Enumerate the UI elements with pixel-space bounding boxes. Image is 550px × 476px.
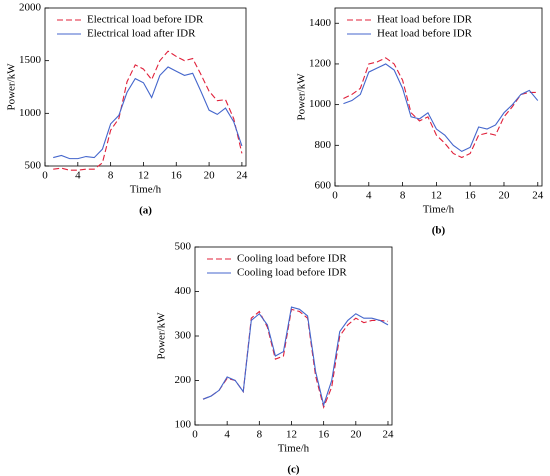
caption: (c) [287, 464, 300, 476]
x-tick-label: 16 [465, 190, 477, 202]
x-tick-label: 24 [382, 429, 394, 441]
series-line [202, 308, 389, 409]
y-tick-label: 200 [175, 374, 192, 386]
x-tick-label: 4 [366, 190, 372, 202]
x-axis-label: Time/h [423, 204, 455, 216]
y-tick-label: 600 [315, 180, 332, 192]
y-tick-label: 1400 [309, 17, 332, 29]
legend-label: Heat load before IDR [377, 14, 473, 26]
x-tick-label: 16 [318, 429, 330, 441]
legend-label: Electrical load after IDR [87, 28, 196, 40]
x-tick-label: 8 [400, 190, 406, 202]
x-axis-label: Time/h [278, 443, 310, 455]
x-tick-label: 12 [286, 429, 297, 441]
y-tick-label: 1200 [309, 57, 332, 69]
caption: (b) [432, 225, 446, 237]
x-tick-label: 20 [350, 429, 362, 441]
y-tick-label: 100 [175, 419, 192, 431]
x-tick-label: 8 [257, 429, 263, 441]
series-line [343, 63, 539, 153]
y-tick-label: 2000 [19, 2, 42, 14]
x-tick-label: 24 [532, 190, 544, 202]
x-axis-label: Time/h [130, 184, 162, 196]
y-tick-label: 800 [315, 139, 332, 151]
y-tick-label: 300 [175, 330, 192, 342]
y-tick-label: 1500 [19, 54, 42, 66]
x-tick-label: 20 [204, 170, 216, 182]
x-tick-label: 12 [431, 190, 442, 202]
x-tick-label: 24 [236, 170, 248, 182]
x-tick-label: 0 [192, 429, 198, 441]
x-tick-label: 16 [171, 170, 183, 182]
legend-label: Cooling load before IDR [237, 253, 347, 265]
legend-label: Heat load before IDR [377, 28, 473, 40]
y-tick-label: 500 [25, 160, 42, 172]
y-tick-label: 400 [175, 285, 192, 297]
caption: (a) [139, 205, 152, 217]
y-axis-label: Power/kW [156, 312, 168, 360]
plot-frame [334, 7, 543, 187]
x-tick-label: 4 [224, 429, 230, 441]
x-tick-label: 0 [42, 170, 48, 182]
series-line [343, 57, 538, 159]
y-tick-label: 1000 [19, 107, 42, 119]
legend-label: Cooling load before IDR [237, 267, 347, 279]
x-tick-label: 12 [138, 170, 149, 182]
y-axis-label: Power/kW [296, 73, 308, 121]
x-tick-label: 20 [498, 190, 510, 202]
legend-label: Electrical load before IDR [87, 14, 204, 26]
y-tick-label: 1000 [309, 98, 332, 110]
x-tick-label: 8 [108, 170, 114, 182]
series-line [53, 66, 243, 160]
plot-frame [44, 7, 247, 167]
y-tick-label: 500 [175, 241, 192, 253]
y-axis-label: Power/kW [6, 63, 18, 111]
series-line [202, 306, 389, 407]
x-tick-label: 0 [332, 190, 338, 202]
series-line [53, 50, 243, 171]
x-tick-label: 4 [75, 170, 81, 182]
